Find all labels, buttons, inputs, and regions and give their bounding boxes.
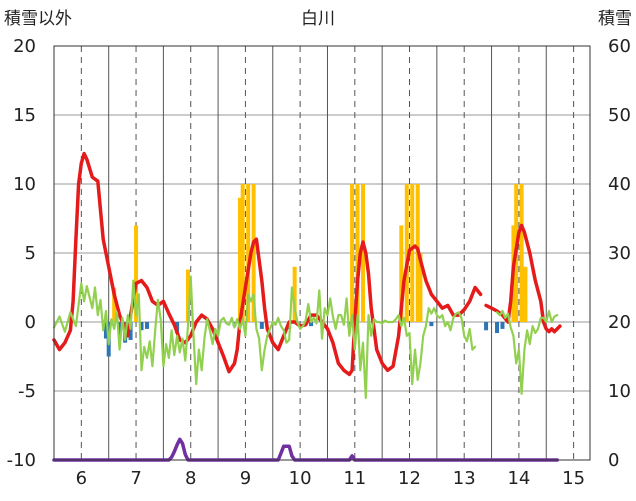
x-tick-label: 10 [289,468,312,489]
y-right-tick-label: 50 [608,105,631,126]
y-left-tick-label: 10 [13,174,36,195]
bar [350,184,355,322]
bar [186,269,190,322]
bar [240,184,245,322]
y-left-tick-label: -10 [7,450,36,471]
y-left-tick-label: 0 [25,312,36,333]
y-right-tick-label: 10 [608,381,631,402]
x-tick-label: 8 [185,468,196,489]
bar [355,184,360,322]
tick-labels: -10 -5 0 5 10 15 20 0 10 20 30 40 50 60 6 7 8 9 10 11 12 13 14… [7,36,631,489]
y-right-tick-label: 40 [608,174,631,195]
bar [500,322,505,329]
bar [144,322,149,329]
bar [128,322,133,340]
bar [404,184,409,322]
x-tick-label: 7 [130,468,141,489]
y-left-tick-label: 15 [13,105,36,126]
bar [410,184,415,322]
x-tick-label: 15 [562,468,585,489]
bar [246,184,251,322]
bar [292,266,297,322]
y-right-axis-title: 積雪 [598,9,632,29]
x-tick-label: 11 [343,468,366,489]
series-line [52,275,559,399]
y-left-axis-title: 積雪以外 [4,9,72,29]
chart-title: 白川 [301,9,335,29]
y-right-tick-label: 0 [608,450,619,471]
y-left-tick-label: 5 [25,243,36,264]
bar [429,322,434,327]
bar [259,322,264,329]
x-tick-label: 14 [507,468,530,489]
y-right-tick-label: 20 [608,312,631,333]
plot-frame [53,45,591,461]
bar [139,322,144,331]
x-tick-label: 13 [453,468,476,489]
bar [117,322,122,336]
bar [399,225,404,322]
bar [484,322,489,331]
bar [237,197,242,322]
y-right-tick-label: 60 [608,36,631,57]
bar [112,287,117,322]
bar [309,322,314,327]
bar [134,225,139,322]
bar [251,184,256,322]
y-left-tick-label: -5 [18,381,36,402]
x-tick-label: 9 [240,468,251,489]
bar [418,253,423,322]
x-tick-label: 6 [76,468,87,489]
y-right-tick-label: 30 [608,243,631,264]
grid [54,46,590,460]
bar [361,184,366,322]
bar [103,322,108,339]
bar [523,266,528,322]
bar [495,322,500,334]
bar [519,184,524,322]
x-tick-label: 12 [398,468,421,489]
y-left-tick-label: 20 [13,36,36,57]
